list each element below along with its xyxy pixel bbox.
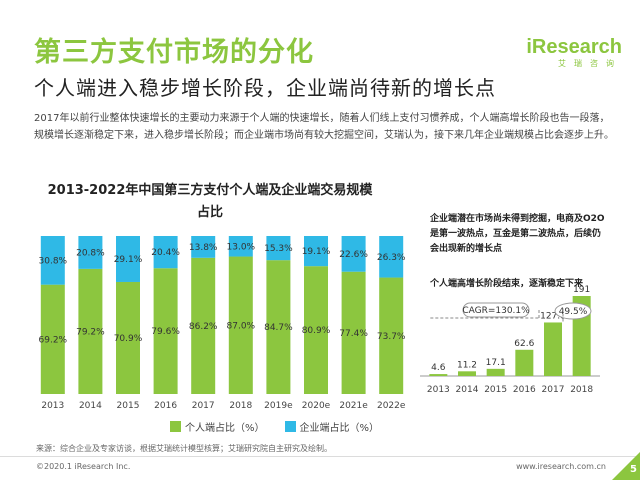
legend-item-personal: 个人端占比（%） — [170, 419, 265, 434]
side-x-tick-2018: 2018 — [570, 385, 593, 395]
side-x-tick-2013: 2013 — [427, 385, 450, 395]
label-personal-2018: 87.0% — [227, 321, 256, 331]
label-personal-2021e: 77.4% — [339, 329, 368, 339]
side-value-2016: 62.6 — [514, 339, 534, 349]
legend-label-enterprise: 企业端占比（%） — [299, 423, 380, 434]
side-value-2018: 191 — [573, 285, 590, 295]
page-number: 5 — [630, 464, 637, 475]
label-enterprise-2018: 13.0% — [227, 242, 256, 252]
website: www.iresearch.com.cn — [516, 462, 606, 471]
bar-enterprise-2019e — [266, 236, 291, 261]
bar-personal-2014 — [78, 268, 103, 394]
label-personal-2013: 69.2% — [39, 335, 68, 345]
side-bar-2017 — [544, 322, 562, 376]
x-tick-2019e: 2019e — [264, 401, 293, 411]
footer-divider — [0, 456, 640, 457]
bar-personal-2020e — [304, 266, 328, 394]
bar-enterprise-2013 — [40, 236, 65, 285]
side-value-2015: 17.1 — [486, 358, 506, 368]
x-tick-2016: 2016 — [154, 401, 177, 411]
bar-enterprise-2020e — [304, 236, 328, 267]
side-note-2: 个人端高增长阶段结束，逐渐稳定下来 — [430, 279, 584, 289]
chart-title: 2013-2022年中国第三方支付个人端及企业端交易规模 占比 — [40, 180, 380, 224]
bar-personal-2018 — [228, 256, 253, 394]
side-value-2013: 4.6 — [431, 363, 446, 373]
side-bar-2014 — [458, 371, 476, 376]
chart-title-line1: 2013-2022年中国第三方支付个人端及企业端交易规模 — [47, 183, 373, 198]
x-tick-2022e: 2022e — [377, 401, 406, 411]
growth-label: 49.5% — [559, 307, 588, 317]
slide-subtitle: 个人端进入稳步增长阶段，企业端尚待新的增长点 — [34, 76, 496, 100]
growth-box — [554, 302, 592, 320]
side-x-tick-2015: 2015 — [484, 385, 507, 395]
side-bar-2016 — [515, 349, 534, 376]
bar-personal-2021e — [341, 271, 366, 394]
x-tick-2021e: 2021e — [339, 401, 368, 411]
side-value-2014: 11.2 — [457, 360, 477, 370]
label-enterprise-2020e: 19.1% — [302, 247, 331, 257]
label-enterprise-2015: 29.1% — [114, 255, 143, 265]
cagr-box — [462, 302, 530, 318]
x-tick-2020e: 2020e — [302, 401, 331, 411]
cagr-label: CAGR=130.1% — [462, 306, 530, 316]
x-tick-2013: 2013 — [41, 401, 64, 411]
bar-enterprise-2014 — [78, 236, 103, 269]
label-personal-2019e: 84.7% — [264, 323, 293, 333]
label-personal-2020e: 80.9% — [302, 326, 331, 336]
iresearch-logo: iResearch 艾瑞咨询 — [526, 36, 622, 69]
x-tick-2018: 2018 — [229, 401, 252, 411]
legend-label-personal: 个人端占比（%） — [185, 423, 265, 434]
bar-personal-2015 — [116, 281, 140, 394]
chart-title-line2: 占比 — [196, 205, 223, 220]
side-bar-2015 — [486, 368, 505, 376]
slide-title: 第三方支付市场的分化 — [34, 37, 314, 68]
label-personal-2022e: 73.7% — [377, 332, 406, 342]
x-tick-2014: 2014 — [79, 401, 102, 411]
chart-legend: 个人端占比（%） 企业端占比（%） — [170, 419, 379, 434]
label-enterprise-2013: 30.8% — [39, 256, 68, 266]
legend-item-enterprise: 企业端占比（%） — [284, 419, 380, 434]
label-personal-2014: 79.2% — [76, 327, 105, 337]
bar-enterprise-2016 — [153, 236, 178, 269]
bar-personal-2017 — [191, 257, 216, 394]
bar-enterprise-2015 — [116, 236, 140, 282]
legend-swatch-personal — [170, 421, 181, 432]
label-enterprise-2014: 20.8% — [76, 248, 105, 258]
legend-swatch-enterprise — [284, 421, 296, 432]
logo-subtext: 艾瑞咨询 — [558, 59, 622, 68]
bar-enterprise-2017 — [191, 236, 216, 258]
side-value-2017: 127.8 — [540, 311, 566, 321]
x-tick-2017: 2017 — [192, 401, 215, 411]
bar-enterprise-2021e — [341, 236, 366, 272]
label-enterprise-2022e: 26.3% — [377, 253, 406, 263]
logo-text: iResearch — [526, 36, 622, 58]
label-enterprise-2021e: 22.6% — [339, 250, 368, 260]
bar-personal-2016 — [153, 268, 178, 394]
label-personal-2015: 70.9% — [114, 334, 143, 344]
intro-paragraph: 2017年以前行业整体快速增长的主要动力来源于个人端的快速增长，随着人们线上支付… — [34, 113, 614, 141]
bar-enterprise-2022e — [379, 236, 404, 278]
source-note: 来源：综合企业及专家访谈，根据艾瑞统计模型核算；艾瑞研究院自主研究及绘制。 — [36, 444, 332, 453]
side-x-tick-2017: 2017 — [542, 385, 565, 395]
label-enterprise-2016: 20.4% — [151, 248, 180, 258]
label-enterprise-2019e: 15.3% — [264, 244, 293, 254]
label-enterprise-2017: 13.8% — [189, 243, 218, 253]
side-x-tick-2016: 2016 — [513, 385, 536, 395]
label-personal-2017: 86.2% — [189, 322, 218, 332]
side-bar-2013 — [429, 374, 448, 376]
x-tick-2015: 2015 — [117, 401, 140, 411]
bar-enterprise-2018 — [228, 236, 253, 257]
copyright: ©2020.1 iResearch Inc. — [36, 462, 131, 471]
bar-personal-2013 — [40, 284, 65, 394]
side-x-tick-2014: 2014 — [456, 385, 479, 395]
page-corner-decoration — [612, 452, 640, 480]
label-personal-2016: 79.6% — [151, 327, 180, 337]
bar-personal-2019e — [266, 260, 291, 394]
side-note: 企业端潜在市场尚未得到挖掘，电商及O2O是第一波热点，互金是第二波热点，后续仍会… — [430, 214, 605, 254]
bar-personal-2022e — [379, 277, 404, 394]
